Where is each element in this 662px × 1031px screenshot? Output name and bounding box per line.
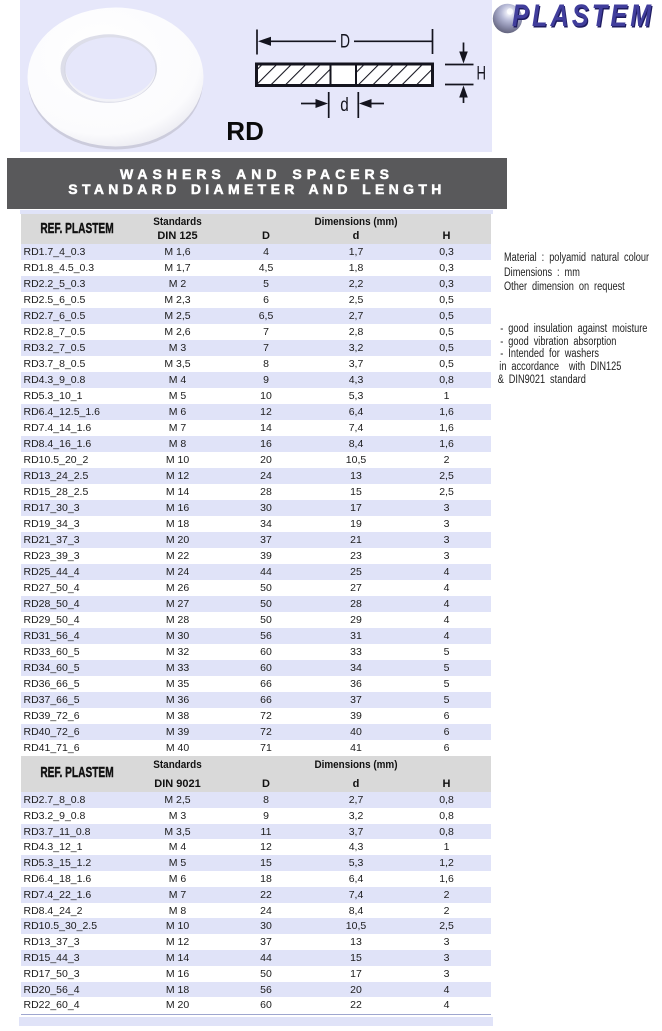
- svg-text:H: H: [477, 64, 487, 85]
- svg-text:d: d: [340, 94, 349, 116]
- svg-text:RD: RD: [226, 116, 264, 146]
- svg-text:D: D: [340, 31, 350, 53]
